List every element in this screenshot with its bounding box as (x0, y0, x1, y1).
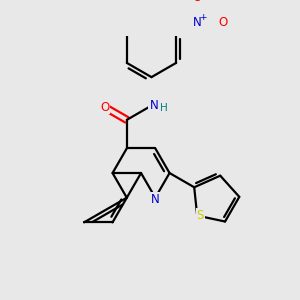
Text: H: H (160, 103, 168, 113)
Text: +: + (199, 13, 206, 22)
Text: O: O (218, 16, 228, 29)
Text: −: − (198, 0, 208, 2)
Text: N: N (151, 193, 160, 206)
Text: O: O (100, 100, 109, 113)
Text: N: N (193, 16, 202, 29)
Text: S: S (196, 209, 204, 222)
Text: N: N (149, 99, 158, 112)
Text: O: O (193, 0, 202, 4)
